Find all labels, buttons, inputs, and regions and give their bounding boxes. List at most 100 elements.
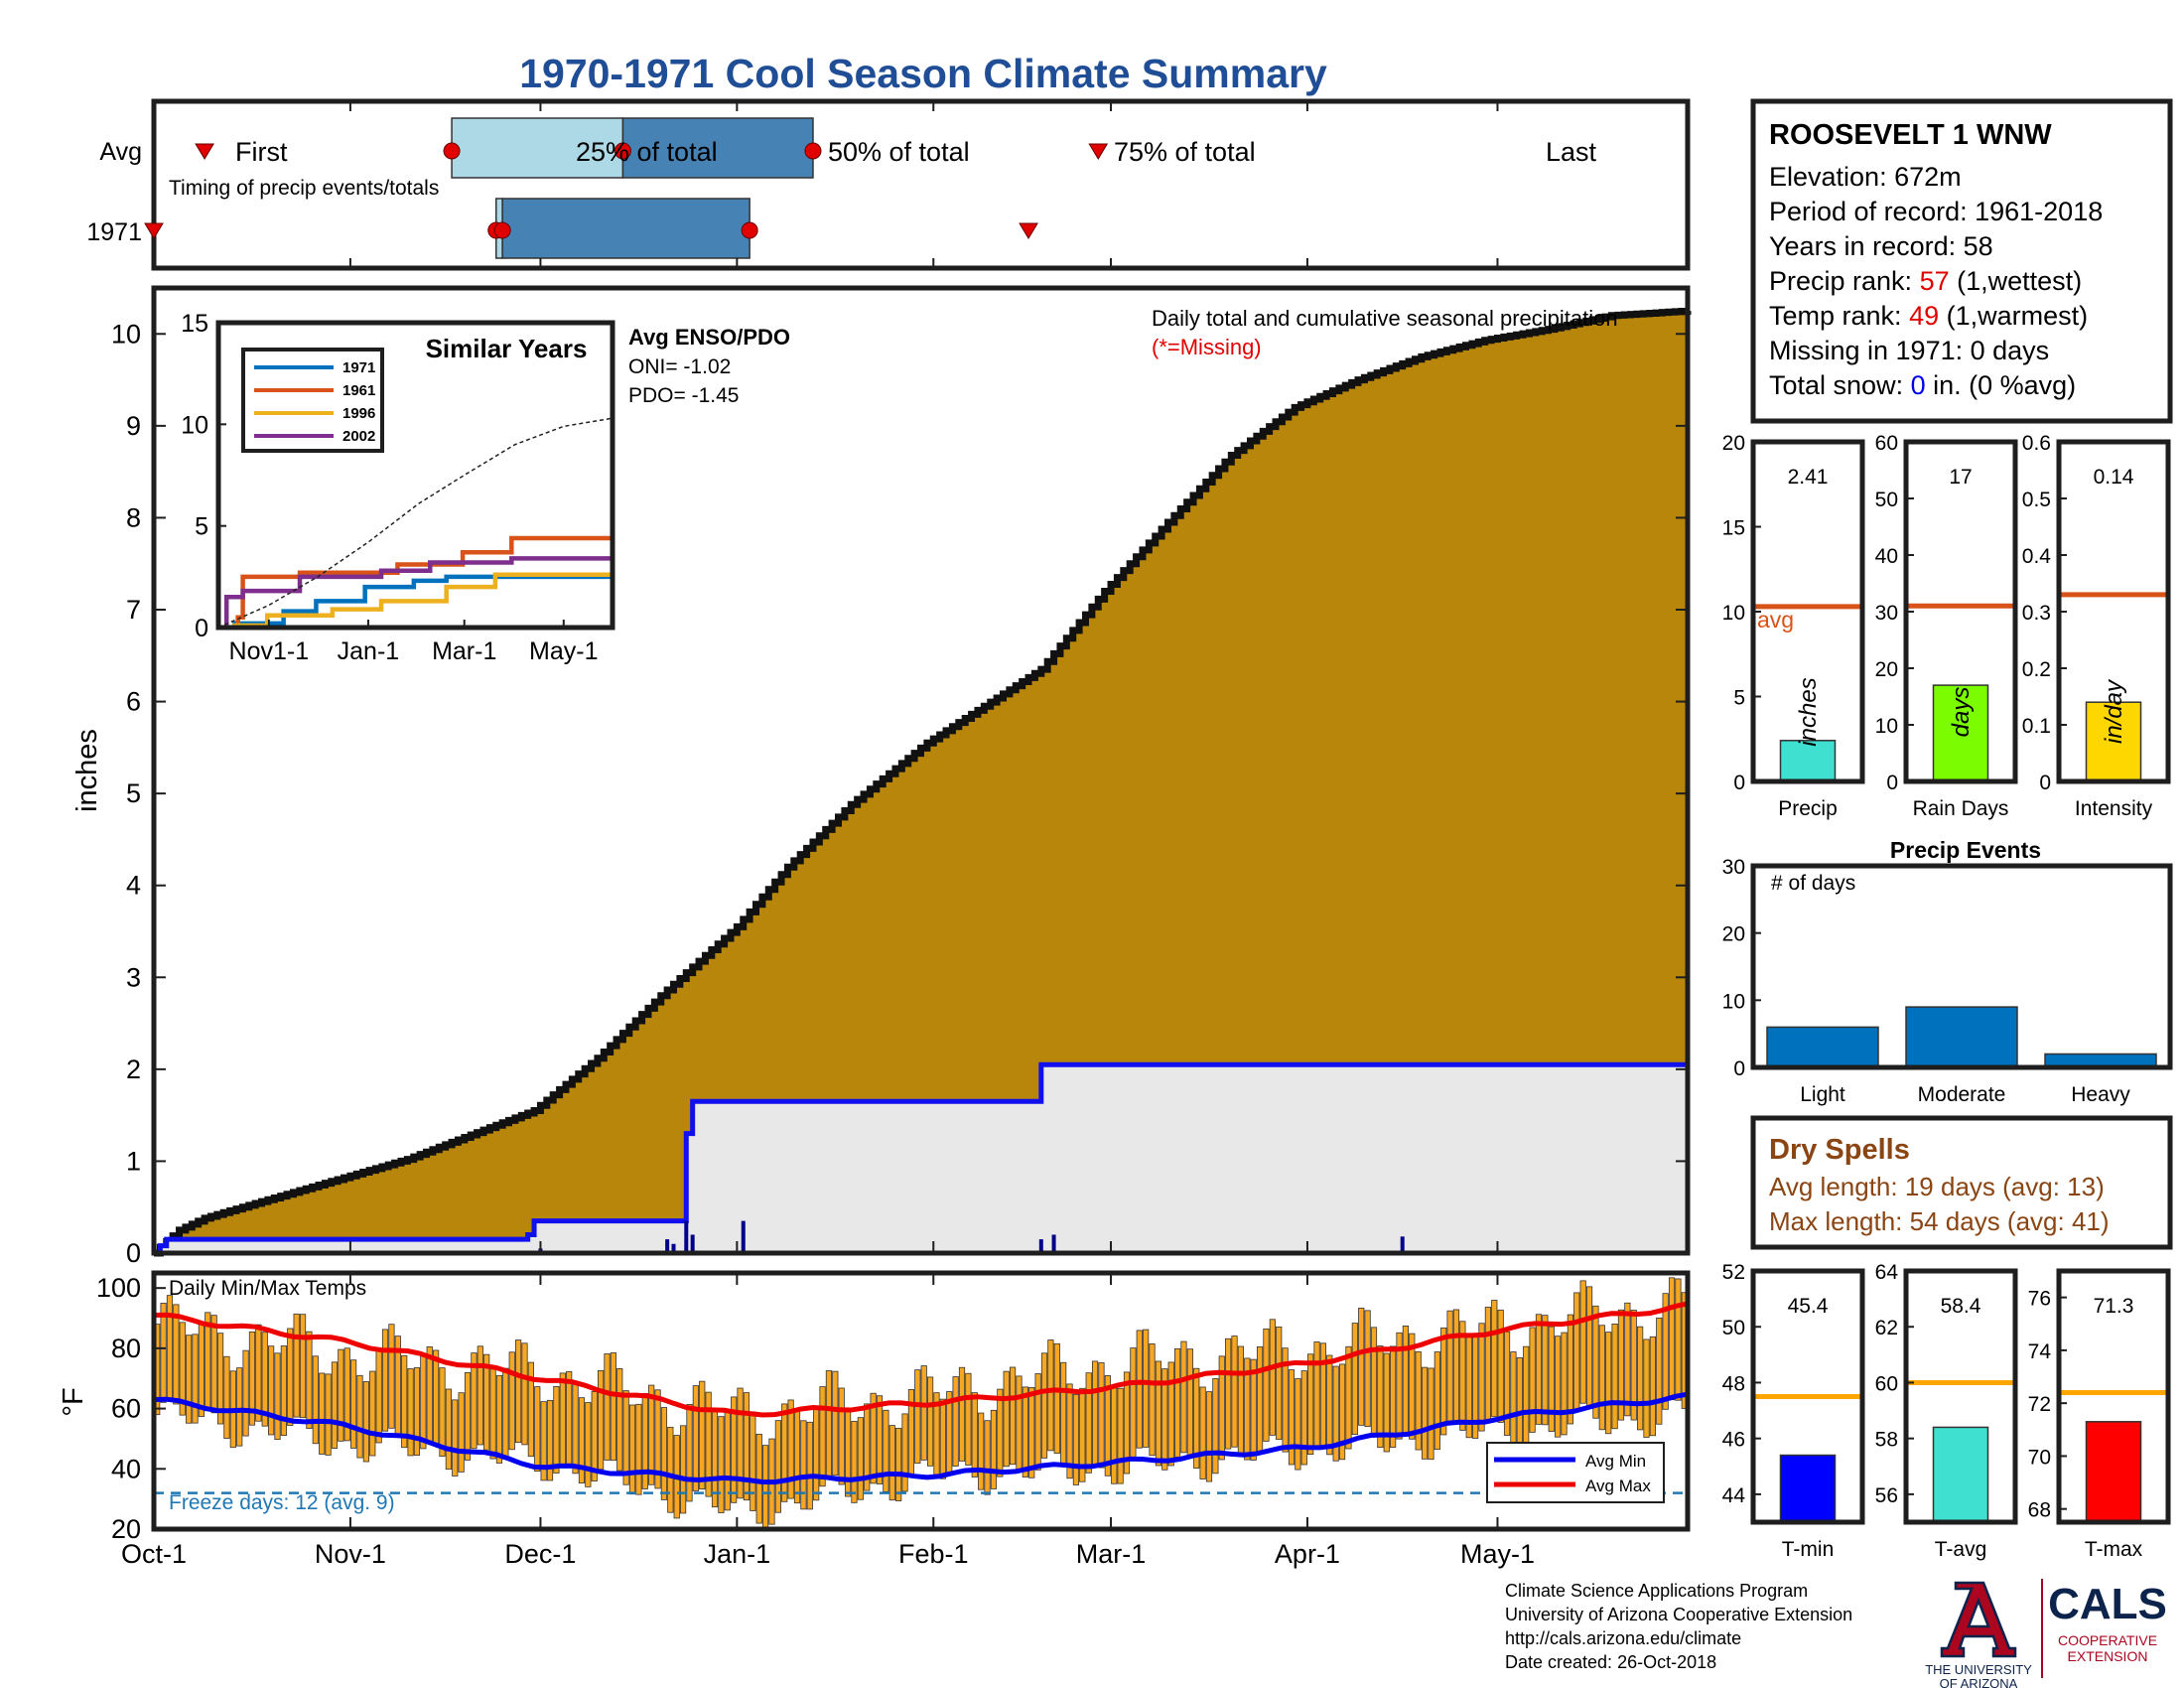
daily-temp-bar (160, 1303, 167, 1403)
avg-p50-marker (614, 142, 631, 160)
summary-ytick-label: 15 (1722, 517, 1745, 540)
daily-temp-bar (362, 1381, 369, 1463)
daily-temp-bar (515, 1339, 522, 1444)
temps-legend-box (1486, 1442, 1665, 1503)
daily-temp-bar (471, 1352, 478, 1450)
daily-temp-bar (1173, 1347, 1181, 1458)
summary-ytick-label: 52 (1722, 1261, 1745, 1284)
daily-temp-bar (553, 1386, 560, 1474)
avg-p75-marker (804, 142, 822, 160)
daily-temp-bar (1605, 1332, 1612, 1435)
daily-temp-bar (1326, 1354, 1333, 1456)
daily-temp-bar (622, 1390, 629, 1485)
summary-ytick-label: 70 (2028, 1446, 2051, 1469)
timing-subtitle: Timing of precip events/totals (169, 177, 439, 200)
daily-temp-bar (825, 1370, 833, 1477)
main-ytick-label: 7 (126, 595, 141, 625)
similar-years-title: Similar Years (426, 334, 588, 363)
temp-summary-panels: 44 46 48 50 52 45.4 T-min 56 58 60 62 64 58.4 T-avg 68… (1722, 1261, 2171, 1561)
daily-temp-bar (1452, 1309, 1460, 1424)
similar-legend-label: 1961 (342, 382, 375, 399)
daily-temp-bar (1199, 1386, 1206, 1479)
daily-temp-bar (1383, 1352, 1390, 1453)
daily-temp-bar (635, 1403, 642, 1495)
daily-temp-bar (1390, 1345, 1397, 1448)
year-cumulative-area (154, 1031, 1688, 1253)
station-elevation: Elevation: 672m (1769, 162, 1962, 192)
daily-temp-bar (489, 1368, 496, 1460)
summary-ytick-label: 0.4 (2022, 545, 2052, 568)
daily-temp-bar (1446, 1310, 1453, 1425)
footer-line2: University of Arizona Cooperative Extens… (1505, 1605, 1852, 1624)
daily-temp-bar (343, 1347, 350, 1442)
daily-temp-bar (186, 1335, 193, 1424)
xtick-label: Mar-1 (1076, 1539, 1147, 1569)
daily-temp-bar (864, 1403, 871, 1491)
daily-temp-bar (1161, 1368, 1168, 1471)
daily-temp-bar (413, 1367, 421, 1456)
station-snow: Total snow: 0 in. (0 %avg) (1769, 370, 2076, 400)
daily-temp-bar (838, 1387, 845, 1485)
x-axis-ticks: Oct-1 Nov-1 Dec-1 Jan-1 Feb-1 Mar-1 Apr-1 May-1 (121, 1241, 1535, 1569)
temps-ylabel: °F (58, 1387, 89, 1416)
precip-events-ytick-label: 10 (1722, 990, 1745, 1013)
summary-ytick-label: 56 (1875, 1484, 1898, 1507)
daily-temp-bar (1345, 1345, 1352, 1450)
daily-temp-bar (1484, 1307, 1492, 1422)
summary-bar-t-avg (1932, 1426, 1989, 1523)
daily-temp-bar (901, 1413, 908, 1492)
daily-temp-bar (261, 1332, 268, 1427)
daily-temp-bar (598, 1370, 605, 1471)
daily-temp-bar (1300, 1370, 1307, 1466)
summary-value-label: 58.4 (1941, 1295, 1981, 1318)
daily-temp-bar (883, 1409, 889, 1492)
daily-temp-bar (699, 1380, 706, 1490)
station-period: Period of record: 1961-2018 (1769, 197, 2103, 226)
daily-precip-bar (684, 1220, 689, 1253)
summary-ytick-label: 0 (1886, 772, 1898, 794)
daily-temp-bar (1034, 1373, 1041, 1471)
summary-ytick-label: 0.1 (2022, 715, 2051, 738)
avg-box-q1 (451, 117, 624, 179)
figure-title: 1970-1971 Cool Season Climate Summary (519, 51, 1327, 96)
daily-temp-bar (1598, 1325, 1605, 1431)
legend-avg-max-label: Avg Max (1585, 1477, 1651, 1495)
daily-temp-bar (1428, 1367, 1434, 1461)
daily-temp-bar (1617, 1309, 1625, 1421)
xtick-label: Feb-1 (898, 1539, 969, 1569)
timing-p75-label: 75% of total (1114, 137, 1256, 167)
daily-temp-bar (1104, 1375, 1111, 1477)
summary-ytick-label: 5 (1733, 687, 1745, 710)
footer: Climate Science Applications Program Uni… (1505, 1579, 2167, 1688)
summary-value-label: 2.41 (1788, 466, 1829, 489)
summary-ytick-label: 10 (1722, 602, 1745, 625)
cals-sub2: EXTENSION (2068, 1648, 2148, 1664)
temp-marks: 20 40 60 80 100 (96, 1273, 1689, 1544)
summary-category-label: T-avg (1935, 1538, 1987, 1561)
daily-temp-bar (984, 1420, 991, 1495)
daily-temp-bar (926, 1376, 934, 1467)
enso-title: Avg ENSO/PDO (628, 325, 790, 350)
daily-temp-bar (1364, 1310, 1371, 1428)
daily-temp-bar (280, 1345, 287, 1437)
dry-spells-title: Dry Spells (1769, 1134, 1910, 1166)
daily-temp-bar (1288, 1369, 1296, 1466)
precip-events-panel: Precip Events # of days Light Moderate Hea… (1722, 837, 2173, 1106)
summary-category-label: Intensity (2075, 797, 2153, 820)
daily-temp-bar (800, 1420, 807, 1510)
summary-ytick-label: 0.5 (2022, 489, 2051, 511)
daily-temp-bar (679, 1425, 687, 1514)
daily-temp-bar (851, 1421, 858, 1503)
daily-temp-bar (477, 1345, 483, 1446)
daily-temp-bar (667, 1426, 674, 1513)
similar-years-frame (215, 320, 615, 631)
daily-temp-bar (495, 1374, 503, 1464)
daily-temp-bar (1307, 1353, 1314, 1456)
main-annotation: Daily total and cumulative seasonal prec… (1152, 306, 1618, 331)
precip-event-label: Heavy (2071, 1083, 2130, 1106)
timing-avg-label: Avg (99, 138, 142, 166)
daily-temp-bar (1256, 1346, 1264, 1453)
timing-panel-frame (151, 98, 1691, 271)
daily-temp-bar (1478, 1323, 1485, 1432)
